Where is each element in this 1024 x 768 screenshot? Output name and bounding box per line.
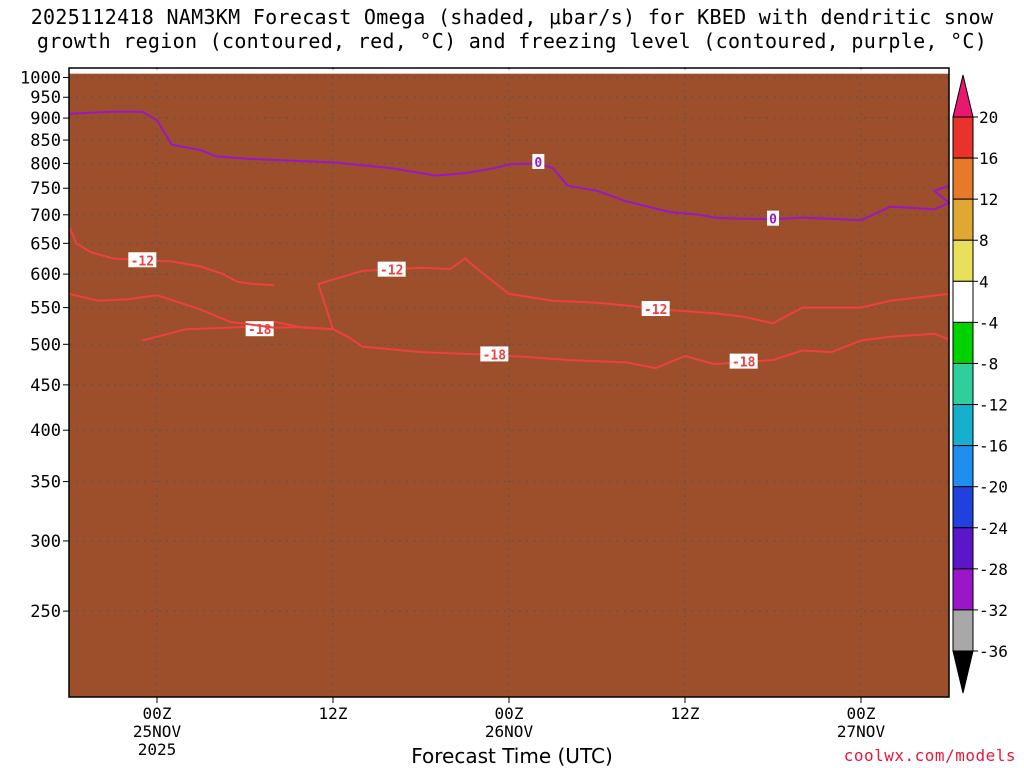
- y-tick-label-500: 500: [30, 335, 61, 355]
- x-tick-label-30-1: 00Z: [495, 704, 524, 723]
- colorbar-swatch-8: [952, 445, 974, 488]
- contour-label-dendritic-18c-2: -18: [732, 356, 756, 371]
- colorbar-swatch-7: [952, 404, 974, 447]
- colorbar-swatch-0: [952, 116, 974, 159]
- y-tick-label-300: 300: [30, 532, 61, 552]
- colorbar-swatch-6: [952, 362, 974, 406]
- x-tick-label-42-1: 12Z: [671, 704, 700, 723]
- chart-title-line2: growth region (contoured, red, °C) and f…: [36, 29, 988, 53]
- colorbar-label-1: 16: [979, 149, 998, 168]
- contour-label-dendritic-18c-1: -18: [483, 348, 507, 363]
- contour-label-dendritic-12c-0: -12: [380, 264, 403, 279]
- y-tick-label-700: 700: [30, 206, 61, 226]
- contour-label-dendritic-12c-low-0: -12: [131, 254, 154, 269]
- colorbar-label-9: -20: [979, 478, 1008, 497]
- x-tick-label-30-2: 26NOV: [485, 722, 534, 741]
- colorbar-label-12: -32: [979, 601, 1008, 620]
- colorbar-label-6: -8: [979, 354, 998, 373]
- contour-dendritic-12c-low: [68, 225, 275, 287]
- colorbar-swatch-12: [952, 609, 974, 652]
- y-tick-label-600: 600: [30, 265, 61, 285]
- y-tick-label-350: 350: [30, 473, 61, 493]
- colorbar-label-13: -36: [979, 642, 1008, 661]
- colorbar-label-4: 4: [979, 272, 989, 291]
- colorbar-top-arrow: [952, 74, 974, 118]
- contour-label-bg-dendritic-12c-low-0: [128, 252, 157, 268]
- colorbar-label-8: -16: [979, 437, 1008, 456]
- colorbar-label-5: -4: [979, 313, 998, 332]
- x-tick-label-18-1: 12Z: [319, 704, 348, 723]
- colorbar: 20 16 12 8 4 -4 -8 -12 -16 -20 -24 -28 -32 -36: [952, 74, 1008, 694]
- y-axis: 2503003504004505005506006507007508008509…: [20, 69, 69, 622]
- x-tick-label-54-1: 00Z: [847, 704, 876, 723]
- contour-dendritic-18c: [142, 320, 950, 370]
- contour-label-dendritic-12c-1: -12: [644, 303, 667, 318]
- colorbar-label-11: -28: [979, 560, 1008, 579]
- y-tick-label-950: 950: [30, 88, 61, 108]
- colorbar-swatch-3: [952, 239, 974, 282]
- x-axis-label: Forecast Time (UTC): [411, 744, 613, 768]
- colorbar-swatch-10: [952, 527, 974, 570]
- credit-link[interactable]: coolwx.com/models: [843, 746, 1016, 765]
- contour-label-bg-dendritic-12c-0: [377, 261, 406, 277]
- colorbar-swatch-9: [952, 486, 974, 529]
- colorbar-label-0: 20: [979, 108, 998, 127]
- colorbar-label-2: 12: [979, 190, 998, 209]
- chart-title-line1: 2025112418 NAM3KM Forecast Omega (shaded…: [30, 5, 994, 29]
- y-tick-label-550: 550: [30, 299, 61, 319]
- colorbar-swatch-4: [952, 280, 974, 323]
- y-tick-label-800: 800: [30, 154, 61, 174]
- contour-label-bg-dendritic-12c-1: [641, 301, 670, 317]
- contour-label-bg-freezing-level-0: [532, 153, 545, 169]
- contour-label-bg-dendritic-18c-1: [480, 346, 509, 362]
- colorbar-label-3: 8: [979, 231, 989, 250]
- x-tick-label-6-1: 00Z: [143, 704, 172, 723]
- y-tick-label-400: 400: [30, 421, 61, 441]
- colorbar-swatch-11: [952, 568, 974, 611]
- contour-label-bg-dendritic-18c-2: [729, 353, 758, 369]
- y-tick-label-650: 650: [30, 234, 61, 254]
- contour-label-freezing-level-1: 0: [769, 213, 777, 228]
- colorbar-bottom-arrow: [952, 650, 974, 694]
- x-tick-label-6-2: 25NOV: [133, 722, 182, 741]
- colorbar-swatch-2: [952, 198, 974, 241]
- contour-freezing-level: [68, 110, 950, 222]
- colorbar-label-10: -24: [979, 519, 1008, 538]
- y-tick-label-750: 750: [30, 179, 61, 199]
- y-tick-label-1000: 1000: [20, 69, 61, 89]
- contour-dendritic-12c: [68, 257, 950, 331]
- x-tick-label-54-2: 27NOV: [837, 722, 886, 741]
- surface-ground-layer: [69, 73, 949, 698]
- y-tick-label-850: 850: [30, 131, 61, 151]
- contour-label-bg-freezing-level-1: [767, 210, 779, 226]
- contour-label-freezing-level-0: 0: [534, 156, 542, 171]
- y-tick-label-900: 900: [30, 109, 61, 129]
- colorbar-swatch-1: [952, 157, 974, 200]
- colorbar-swatch-5: [952, 321, 974, 364]
- colorbar-label-7: -12: [979, 396, 1008, 415]
- y-tick-label-450: 450: [30, 376, 61, 396]
- surface-ground: [69, 73, 949, 698]
- y-tick-label-250: 250: [30, 602, 61, 622]
- x-tick-label-6-3: 2025: [138, 740, 177, 759]
